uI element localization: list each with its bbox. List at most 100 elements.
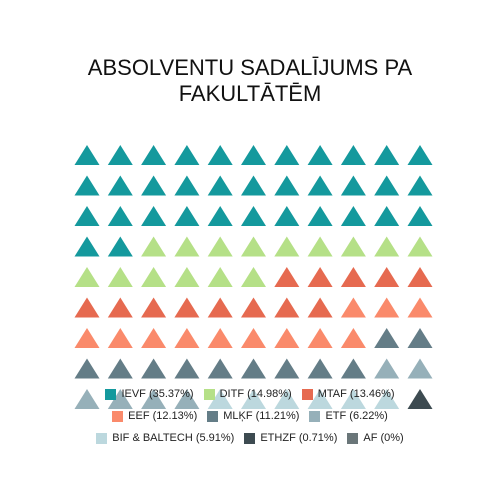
waffle-cell bbox=[207, 389, 233, 409]
waffle-cell bbox=[407, 267, 433, 287]
legend-row: BIF & BALTECH (5.91%) ETHZF (0.71%) AF (0%… bbox=[0, 431, 500, 445]
waffle-cell bbox=[407, 297, 433, 318]
waffle-cell bbox=[374, 145, 400, 165]
waffle-cell bbox=[141, 145, 167, 165]
legend-item: MTAF (13.46%) bbox=[301, 388, 395, 400]
waffle-cell bbox=[141, 358, 167, 379]
waffle-cell bbox=[174, 328, 200, 348]
legend-label: AF (0%) bbox=[363, 432, 404, 444]
waffle-cell bbox=[374, 206, 400, 226]
waffle-cell bbox=[374, 175, 400, 196]
legend-swatch bbox=[309, 410, 321, 422]
legend-label: DITF (14.98%) bbox=[219, 388, 292, 400]
legend-swatch bbox=[105, 388, 117, 400]
waffle-cell bbox=[274, 358, 300, 379]
legend-label: MLĶF (11.21%) bbox=[223, 410, 300, 422]
waffle-cell bbox=[274, 297, 300, 318]
legend-label: EEF (12.13%) bbox=[128, 410, 198, 422]
waffle-cell bbox=[174, 267, 200, 287]
waffle-cell bbox=[407, 389, 433, 409]
waffle-cell bbox=[407, 175, 433, 196]
waffle-cell bbox=[307, 145, 333, 165]
waffle-cell bbox=[307, 328, 333, 348]
waffle-cell bbox=[274, 206, 300, 226]
waffle-cell bbox=[141, 236, 167, 257]
waffle-cell bbox=[307, 297, 333, 318]
waffle-cell bbox=[141, 267, 167, 287]
legend-item: ETHZF (0.71%) bbox=[244, 432, 337, 444]
legend-item: ETF (6.22%) bbox=[309, 410, 388, 422]
waffle-cell bbox=[407, 145, 433, 165]
waffle-cell bbox=[74, 206, 100, 226]
waffle-cell bbox=[274, 236, 300, 257]
waffle-cell bbox=[340, 206, 366, 226]
waffle-cell bbox=[274, 175, 300, 196]
waffle-cell bbox=[407, 328, 433, 348]
waffle-cell bbox=[141, 206, 167, 226]
waffle-cell bbox=[374, 297, 400, 318]
waffle-cell bbox=[141, 175, 167, 196]
waffle-cell bbox=[207, 328, 233, 348]
waffle-cell bbox=[107, 389, 133, 409]
waffle-cell bbox=[307, 206, 333, 226]
waffle-cell bbox=[174, 389, 200, 409]
waffle-cell bbox=[107, 206, 133, 226]
waffle-cell bbox=[74, 267, 100, 287]
chart-title-line-2: FAKULTĀTĒM bbox=[178, 81, 322, 106]
waffle-cell bbox=[274, 389, 300, 409]
waffle-cell bbox=[340, 328, 366, 348]
waffle-cell bbox=[207, 206, 233, 226]
legend-label: ETHZF (0.71%) bbox=[260, 432, 338, 444]
waffle-cell bbox=[307, 236, 333, 257]
waffle-cell bbox=[374, 358, 400, 379]
chart-title-line-1: ABSOLVENTU SADALĪJUMS PA bbox=[87, 55, 413, 80]
waffle-cell bbox=[374, 267, 400, 287]
legend-item: BIF & BALTECH (5.91%) bbox=[96, 432, 234, 444]
waffle-cell bbox=[241, 358, 266, 379]
waffle-cell bbox=[74, 328, 100, 348]
legend-item: AF (0%) bbox=[347, 432, 404, 444]
legend-swatch bbox=[112, 410, 124, 422]
waffle-cell bbox=[74, 389, 100, 409]
waffle-cell bbox=[241, 206, 266, 226]
legend-row: IEVF (35.37%) DITF (14.98%) MTAF (13.46%) bbox=[0, 387, 500, 401]
waffle-cell bbox=[340, 267, 366, 287]
waffle-cell bbox=[241, 297, 266, 318]
waffle-cell bbox=[340, 297, 366, 318]
waffle-cell bbox=[141, 389, 167, 409]
legend-swatch bbox=[347, 432, 359, 444]
waffle-cell bbox=[241, 389, 266, 409]
waffle-cell bbox=[407, 236, 433, 257]
legend-label: BIF & BALTECH (5.91%) bbox=[112, 432, 235, 444]
legend-swatch bbox=[244, 432, 256, 444]
waffle-cell bbox=[241, 236, 266, 257]
waffle-cell bbox=[274, 328, 300, 348]
waffle-cell bbox=[274, 145, 300, 165]
waffle-cell bbox=[407, 206, 433, 226]
legend-swatch bbox=[203, 388, 215, 400]
waffle-cell bbox=[207, 267, 233, 287]
waffle-cell bbox=[241, 267, 266, 287]
legend-row: EEF (12.13%) MLĶF (11.21%) ETF (6.22%) bbox=[0, 409, 500, 423]
waffle-cell bbox=[74, 145, 100, 165]
waffle-cell bbox=[274, 267, 300, 287]
waffle-cell bbox=[307, 175, 333, 196]
waffle-cell bbox=[141, 328, 167, 348]
legend-item: IEVF (35.37%) bbox=[105, 388, 194, 400]
waffle-cell bbox=[340, 236, 366, 257]
waffle-cell bbox=[174, 358, 200, 379]
waffle-cell bbox=[107, 328, 133, 348]
legend-swatch bbox=[207, 410, 219, 422]
waffle-cell bbox=[174, 145, 200, 165]
waffle-cell bbox=[307, 267, 333, 287]
legend-label: MTAF (13.46%) bbox=[317, 388, 395, 400]
legend-item: EEF (12.13%) bbox=[112, 410, 197, 422]
legend-item: MLĶF (11.21%) bbox=[207, 410, 299, 422]
waffle-cell bbox=[207, 145, 233, 165]
waffle-cell bbox=[340, 389, 366, 409]
waffle-cell bbox=[74, 358, 100, 379]
legend-swatch bbox=[96, 432, 108, 444]
waffle-cell bbox=[107, 358, 133, 379]
